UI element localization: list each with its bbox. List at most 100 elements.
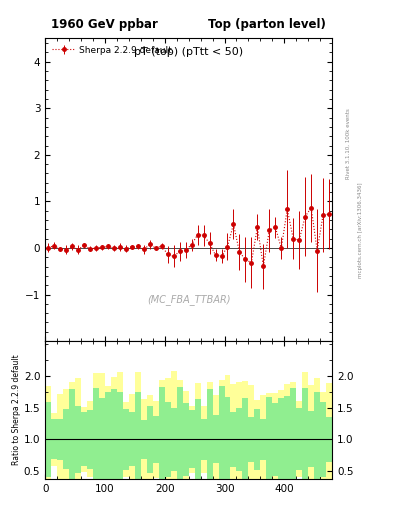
Bar: [266, 397, 272, 479]
Bar: [81, 407, 87, 472]
Bar: [254, 399, 260, 479]
Bar: [75, 406, 81, 473]
Bar: [302, 372, 308, 479]
Bar: [93, 373, 99, 479]
Bar: [278, 398, 284, 479]
Legend: Sherpa 2.2.9 default: Sherpa 2.2.9 default: [50, 43, 174, 57]
Bar: [183, 403, 189, 476]
Bar: [117, 392, 123, 479]
Bar: [230, 412, 237, 467]
Bar: [69, 381, 75, 479]
Bar: [320, 392, 326, 479]
Bar: [219, 386, 224, 479]
Bar: [111, 389, 117, 479]
Text: Top (parton level): Top (parton level): [208, 18, 326, 31]
Bar: [284, 396, 290, 479]
Bar: [123, 402, 129, 477]
Bar: [87, 401, 93, 477]
Text: (MC_FBA_TTBAR): (MC_FBA_TTBAR): [147, 294, 230, 305]
Bar: [248, 385, 254, 479]
Bar: [147, 395, 153, 479]
Bar: [183, 391, 189, 479]
Bar: [213, 415, 219, 463]
Bar: [200, 419, 207, 460]
Bar: [105, 386, 111, 479]
Bar: [177, 387, 183, 479]
Bar: [63, 410, 69, 470]
Bar: [213, 395, 219, 479]
Bar: [248, 417, 254, 462]
Bar: [87, 410, 93, 468]
Bar: [69, 389, 75, 479]
Bar: [51, 419, 57, 459]
Bar: [207, 382, 213, 479]
Bar: [237, 408, 242, 471]
Bar: [326, 382, 332, 479]
Bar: [230, 383, 237, 479]
Bar: [153, 416, 159, 463]
Bar: [326, 417, 332, 462]
Bar: [105, 392, 111, 479]
Y-axis label: Ratio to Sherpa 2.2.9 default: Ratio to Sherpa 2.2.9 default: [12, 354, 21, 465]
Bar: [308, 411, 314, 467]
Text: pT (top) (pTtt < 50): pT (top) (pTtt < 50): [134, 48, 243, 57]
Bar: [165, 378, 171, 479]
Bar: [171, 408, 177, 471]
Bar: [290, 382, 296, 479]
Text: 1960 GeV ppbar: 1960 GeV ppbar: [51, 18, 158, 31]
Bar: [272, 393, 278, 479]
Bar: [272, 402, 278, 476]
Bar: [308, 385, 314, 479]
Bar: [141, 420, 147, 459]
Bar: [111, 377, 117, 479]
Bar: [129, 394, 135, 479]
Bar: [81, 412, 87, 466]
Bar: [296, 401, 302, 478]
Bar: [117, 372, 123, 479]
Bar: [129, 413, 135, 466]
Bar: [177, 380, 183, 479]
Bar: [159, 388, 165, 479]
Bar: [123, 409, 129, 470]
Bar: [195, 399, 200, 479]
Bar: [75, 378, 81, 479]
Bar: [159, 379, 165, 479]
Bar: [242, 398, 248, 479]
Bar: [242, 381, 248, 479]
Bar: [171, 371, 177, 479]
Bar: [260, 395, 266, 479]
Bar: [93, 388, 99, 479]
Bar: [224, 397, 230, 479]
Bar: [296, 409, 302, 471]
Bar: [224, 375, 230, 479]
Bar: [153, 401, 159, 478]
Bar: [99, 398, 105, 479]
Bar: [278, 390, 284, 479]
Bar: [290, 388, 296, 479]
Bar: [63, 389, 69, 479]
Bar: [165, 402, 171, 477]
Bar: [57, 419, 63, 460]
Bar: [302, 388, 308, 479]
Bar: [254, 409, 260, 470]
Bar: [141, 399, 147, 479]
Bar: [260, 419, 266, 460]
Bar: [266, 393, 272, 479]
Bar: [207, 389, 213, 479]
Bar: [284, 384, 290, 479]
Bar: [320, 402, 326, 477]
Bar: [189, 411, 195, 468]
Bar: [45, 387, 51, 479]
Bar: [200, 406, 207, 473]
Bar: [314, 378, 320, 479]
Bar: [51, 413, 57, 466]
Bar: [147, 406, 153, 473]
Bar: [189, 406, 195, 473]
Bar: [314, 392, 320, 479]
Bar: [237, 382, 242, 479]
Bar: [135, 392, 141, 479]
Bar: [57, 394, 63, 479]
Text: mcplots.cern.ch [arXiv:1306.3436]: mcplots.cern.ch [arXiv:1306.3436]: [358, 183, 363, 278]
Bar: [135, 372, 141, 479]
Text: Rivet 3.1.10, 100k events: Rivet 3.1.10, 100k events: [346, 108, 351, 179]
